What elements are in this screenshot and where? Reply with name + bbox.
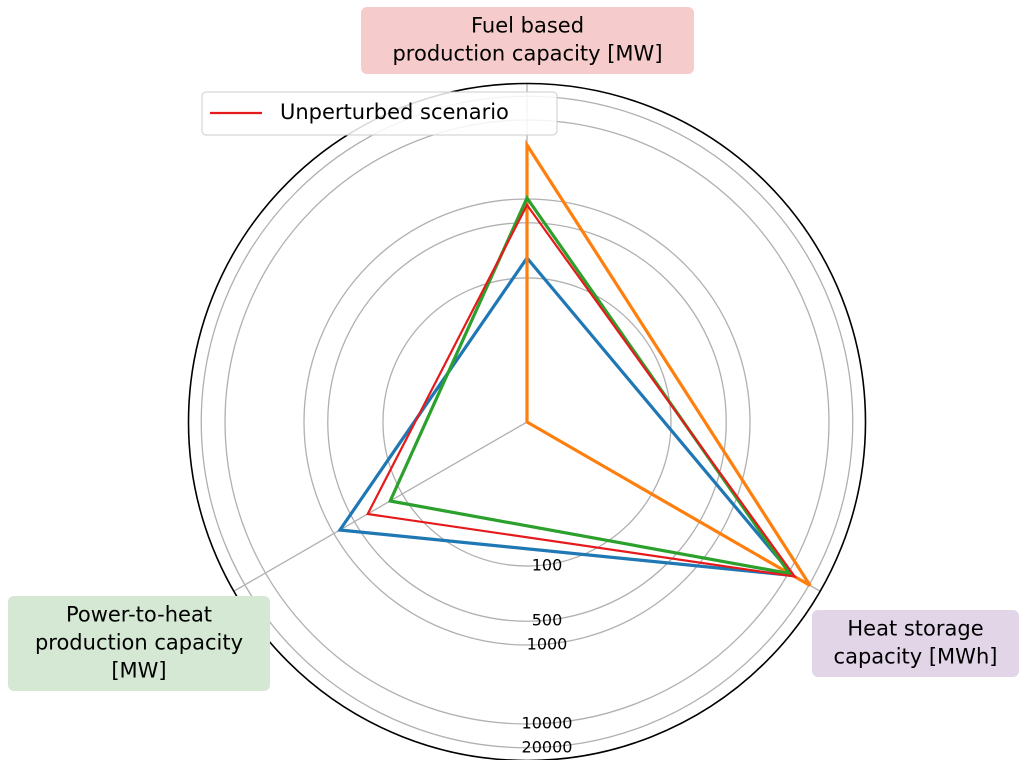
axis-label: Power-to-heat: [66, 603, 212, 627]
legend-box: [201, 91, 558, 136]
axis-label-box: [812, 610, 1019, 677]
axis-label-box: [361, 7, 694, 74]
axis-label: production capacity: [35, 631, 243, 655]
axis-label: production capacity [MW]: [392, 42, 662, 66]
r-tick-label: 20000: [522, 737, 573, 756]
legend-label: Unperturbed scenario: [280, 100, 509, 124]
r-tick-label: 1000: [527, 635, 568, 654]
axis-label: Heat storage: [847, 617, 983, 641]
series-line: [366, 202, 798, 578]
axis-label-box: [8, 596, 270, 691]
r-tick-label: 10000: [522, 713, 573, 732]
series-line: [387, 194, 793, 576]
outer-frame: [187, 82, 867, 760]
axis-line: [233, 421, 528, 592]
axis-label: [MW]: [111, 659, 166, 683]
series-line: [337, 255, 797, 578]
r-tick-label: 500: [532, 611, 563, 630]
series-line: [525, 139, 812, 587]
axis-label: Fuel based: [471, 14, 584, 38]
axis-label: capacity [MWh]: [834, 645, 998, 669]
r-tick-label: 100: [532, 556, 563, 575]
